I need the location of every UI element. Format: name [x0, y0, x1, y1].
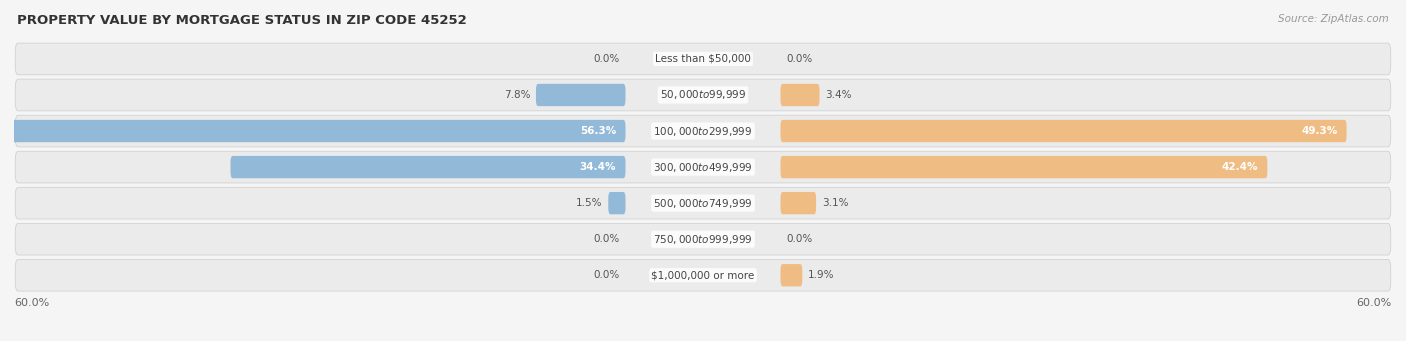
FancyBboxPatch shape [15, 223, 1391, 255]
FancyBboxPatch shape [780, 264, 803, 286]
Text: 3.4%: 3.4% [825, 90, 852, 100]
FancyBboxPatch shape [780, 84, 820, 106]
FancyBboxPatch shape [15, 260, 1391, 291]
Text: 0.0%: 0.0% [593, 234, 620, 244]
FancyBboxPatch shape [780, 156, 1267, 178]
FancyBboxPatch shape [231, 156, 626, 178]
FancyBboxPatch shape [15, 151, 1391, 183]
Text: 0.0%: 0.0% [593, 270, 620, 280]
Text: $100,000 to $299,999: $100,000 to $299,999 [654, 124, 752, 137]
FancyBboxPatch shape [15, 43, 1391, 75]
FancyBboxPatch shape [609, 192, 626, 214]
FancyBboxPatch shape [780, 120, 1347, 142]
Text: Source: ZipAtlas.com: Source: ZipAtlas.com [1278, 14, 1389, 24]
FancyBboxPatch shape [0, 120, 626, 142]
Text: $750,000 to $999,999: $750,000 to $999,999 [654, 233, 752, 246]
Text: 1.5%: 1.5% [576, 198, 603, 208]
Text: $500,000 to $749,999: $500,000 to $749,999 [654, 197, 752, 210]
Text: Less than $50,000: Less than $50,000 [655, 54, 751, 64]
FancyBboxPatch shape [15, 187, 1391, 219]
Text: 34.4%: 34.4% [579, 162, 616, 172]
FancyBboxPatch shape [536, 84, 626, 106]
Text: $300,000 to $499,999: $300,000 to $499,999 [654, 161, 752, 174]
Text: 0.0%: 0.0% [786, 54, 813, 64]
Text: 42.4%: 42.4% [1222, 162, 1258, 172]
Text: $1,000,000 or more: $1,000,000 or more [651, 270, 755, 280]
Text: 1.9%: 1.9% [808, 270, 835, 280]
Text: 56.3%: 56.3% [581, 126, 616, 136]
Text: 60.0%: 60.0% [1357, 298, 1392, 308]
FancyBboxPatch shape [15, 79, 1391, 111]
Text: 0.0%: 0.0% [593, 54, 620, 64]
Text: 7.8%: 7.8% [503, 90, 530, 100]
Text: 3.1%: 3.1% [823, 198, 848, 208]
Text: PROPERTY VALUE BY MORTGAGE STATUS IN ZIP CODE 45252: PROPERTY VALUE BY MORTGAGE STATUS IN ZIP… [17, 14, 467, 27]
Text: 0.0%: 0.0% [786, 234, 813, 244]
FancyBboxPatch shape [780, 192, 815, 214]
Text: 60.0%: 60.0% [14, 298, 49, 308]
Text: 49.3%: 49.3% [1301, 126, 1337, 136]
Text: $50,000 to $99,999: $50,000 to $99,999 [659, 89, 747, 102]
FancyBboxPatch shape [15, 115, 1391, 147]
